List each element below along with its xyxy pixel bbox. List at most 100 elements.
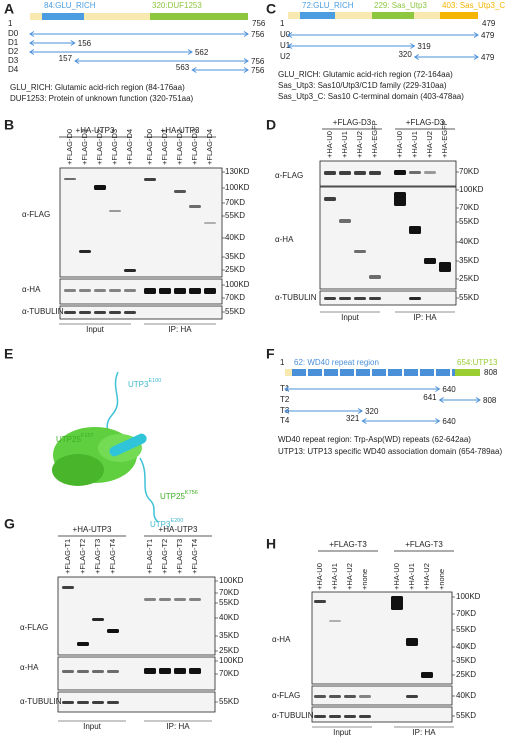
marker-label: 100KD (456, 592, 481, 601)
antibody-label: α-TUBULIN (275, 293, 317, 302)
band (324, 171, 336, 175)
band (159, 668, 171, 674)
panel-letter: A (4, 1, 14, 17)
construct-name: D1 (8, 38, 19, 47)
arrow-head (243, 31, 249, 37)
lane-label: +FLAG-D4 (205, 129, 214, 165)
arrow-head (243, 58, 249, 64)
band (124, 311, 136, 314)
repeat-gap (338, 369, 340, 376)
construct-name: U1 (280, 41, 291, 50)
group-label: +FLAG-D3 (333, 118, 372, 127)
repeat-gap (306, 369, 308, 376)
antibody-label: α-TUBULIN (272, 711, 314, 720)
band (94, 185, 106, 190)
band (92, 618, 104, 621)
domain-bar (455, 369, 480, 376)
lane-group-footer: IP: HA (166, 722, 190, 731)
band (189, 288, 201, 294)
antibody-label: α-HA (272, 635, 291, 644)
band (344, 695, 356, 698)
antibody-label: α-TUBULIN (22, 307, 64, 316)
repeat-gap (418, 369, 420, 376)
group-label: +HA-UTP3 (159, 525, 198, 534)
band (77, 701, 89, 704)
arrow-head (435, 386, 441, 392)
end-label: 756 (252, 19, 266, 28)
group-label: +HA-UTP3 (76, 126, 115, 135)
lane-label: +HA-U1 (340, 131, 349, 158)
residue-protein: UTP3 (128, 380, 149, 389)
band (94, 311, 106, 314)
band (79, 311, 91, 314)
band (354, 297, 366, 300)
domain-note: GLU_RICH: Glutamic acid-rich region (84-… (10, 83, 185, 92)
band (189, 205, 201, 208)
lane-group-footer: IP: HA (412, 728, 436, 737)
band (107, 670, 119, 673)
band (204, 222, 216, 224)
marker-label: 100KD (219, 656, 244, 665)
repeat-gap (370, 369, 372, 376)
band (109, 289, 121, 292)
band (406, 695, 418, 698)
marker-label: 55KD (456, 711, 476, 720)
construct-start: 320 (398, 50, 412, 59)
lane-label: +HA-U2 (425, 131, 434, 158)
construct-end: 756 (251, 30, 265, 39)
band (329, 695, 341, 698)
lane-label: +HA-U2 (345, 563, 354, 590)
lane-group-footer: IP: HA (168, 325, 192, 334)
lane-label: +FLAG-D2 (95, 129, 104, 165)
structure-label: UTP25K756 (160, 490, 198, 501)
lane-label: +HA-EGFP (440, 120, 449, 158)
repeat-gap (402, 369, 404, 376)
marker-label: 55KD (459, 293, 479, 302)
construct-start: 321 (346, 414, 360, 423)
lane-label: +none (437, 569, 446, 590)
arrow-head (191, 67, 197, 73)
utp3-strand (139, 457, 159, 523)
antibody-label: α-FLAG (22, 210, 50, 219)
band (92, 670, 104, 673)
marker-label: 40KD (456, 691, 476, 700)
lane-label: +FLAG-T4 (108, 539, 117, 574)
arrow-head (410, 43, 416, 49)
marker-label: 40KD (459, 237, 479, 246)
band (204, 288, 216, 294)
arrow-head (473, 32, 479, 38)
marker-label: 100KD (459, 185, 484, 194)
antibody-label: α-FLAG (275, 171, 303, 180)
protein-bar (30, 13, 248, 20)
construct-end: 156 (78, 39, 92, 48)
arrow-head (29, 31, 35, 37)
band (354, 171, 366, 175)
group-label: +HA-UTP3 (73, 525, 112, 534)
lane-label: +FLAG-D3 (110, 129, 119, 165)
band (94, 289, 106, 292)
construct-name: T4 (280, 416, 290, 425)
start-label: 1 (280, 19, 285, 28)
blot-membrane (311, 591, 453, 685)
arrow-head (357, 408, 364, 414)
arrow-head (473, 54, 479, 60)
panel-letter: E (4, 346, 13, 362)
lane-label: +FLAG-T3 (93, 539, 102, 574)
arrow-head (70, 40, 76, 46)
arrow-head (361, 418, 367, 424)
lane-label: +HA-U1 (407, 563, 416, 590)
lane-label: +FLAG-T1 (145, 539, 154, 574)
marker-label: 100KD (225, 183, 250, 192)
band (62, 586, 74, 589)
marker-label: 55KD (219, 697, 239, 706)
marker-label: 100KD (225, 280, 250, 289)
lane-label: +HA-U2 (422, 563, 431, 590)
band (424, 171, 436, 174)
structure-label: UTP3E200 (150, 518, 183, 529)
band (109, 210, 121, 212)
construct-end: 479 (481, 31, 495, 40)
repeat-gap (386, 369, 388, 376)
band (329, 620, 341, 622)
lane-label: +FLAG-T4 (190, 539, 199, 574)
band (329, 715, 341, 718)
